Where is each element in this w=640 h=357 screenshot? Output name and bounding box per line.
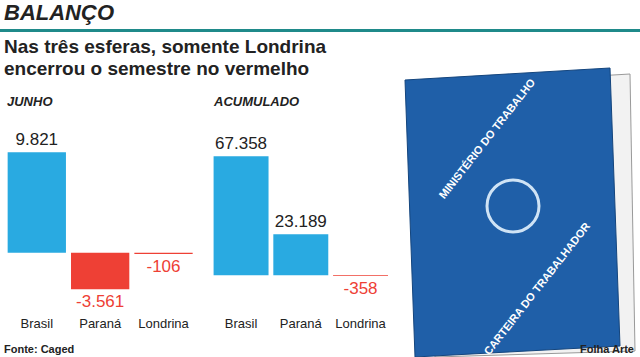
svg-text:JUNHO: JUNHO	[7, 94, 53, 109]
svg-text:-106: -106	[147, 257, 181, 276]
html-text:Folha Arte: Folha Arte	[580, 343, 634, 355]
html-text:Nas três esferas, somente Lond: Nas três esferas, somente Londrina encer…	[4, 36, 327, 79]
svg-text:67.358: 67.358	[215, 134, 267, 153]
svg-text:Brasil: Brasil	[21, 316, 54, 331]
svg-text:CARTEIRA DO TRABALHADOR: CARTEIRA DO TRABALHADOR	[481, 220, 592, 357]
svg-text:-358: -358	[344, 279, 378, 298]
svg-text:23.189: 23.189	[275, 212, 327, 231]
svg-text:Paraná: Paraná	[79, 316, 122, 331]
svg-text:ACUMULADO: ACUMULADO	[213, 94, 299, 109]
svg-text:Paraná: Paraná	[280, 316, 323, 331]
svg-text:Londrina: Londrina	[138, 316, 189, 331]
svg-text:9.821: 9.821	[16, 130, 59, 149]
html-text:BALANÇO: BALANÇO	[4, 0, 114, 25]
svg-text:Brasil: Brasil	[225, 316, 258, 331]
svg-text:MINISTÉRIO DO TRABALHO: MINISTÉRIO DO TRABALHO	[436, 76, 537, 201]
svg-text:Londrina: Londrina	[335, 316, 386, 331]
html-text:Fonte: Caged: Fonte: Caged	[4, 343, 75, 355]
svg-text:-3.561: -3.561	[76, 292, 124, 311]
